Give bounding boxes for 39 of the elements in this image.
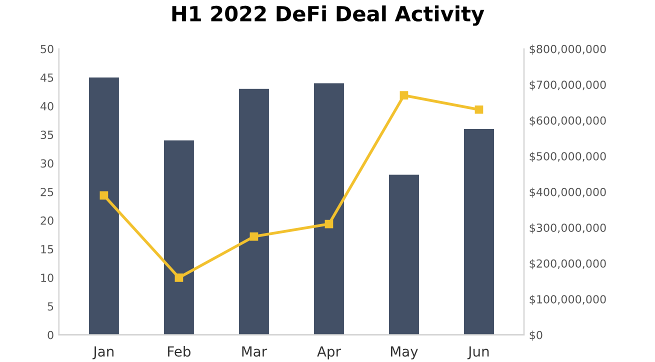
point (324, 220, 334, 228)
y-tick-label: 45 (40, 74, 54, 82)
y-tick-label: 25 (40, 188, 54, 196)
bar (164, 140, 194, 335)
x-tick-label: Jun (467, 346, 489, 360)
bar (388, 174, 419, 335)
y-tick-label: 50 (40, 44, 54, 54)
x-tick-label: May (390, 346, 418, 360)
y-tick-label: 20 (40, 216, 54, 225)
y-tick-label: 5 (48, 302, 54, 311)
point (400, 91, 408, 100)
y2-tick-label: $700,000,000 (530, 80, 606, 90)
y-tick-label: 10 (41, 274, 54, 282)
point (474, 105, 484, 114)
y-tick-label: 35 (40, 130, 54, 140)
x-tick-label: Feb (168, 346, 190, 357)
y-tick-label: 40 (40, 102, 54, 110)
point (174, 273, 184, 282)
y2-tick-label: $300,000,000 (530, 223, 606, 234)
y-tick-label: 0 (48, 330, 54, 340)
y2-tick-label: $800,000,000 (530, 44, 606, 55)
y-tick-label: 15 (41, 245, 54, 254)
y2-tick-label: $600,000,000 (530, 116, 606, 126)
bar (314, 83, 344, 335)
point (100, 191, 108, 200)
y-tick-label: 30 (40, 159, 54, 168)
y2-tick-label: $400,000,000 (530, 188, 606, 198)
x-tick-label: Jan (92, 346, 114, 360)
bar (464, 128, 494, 335)
bar (238, 88, 269, 335)
point (250, 232, 258, 241)
y2-tick-label: $200,000,000 (530, 259, 606, 270)
chart-title: H1 2022 DeFi Deal Activity (172, 5, 484, 26)
y2-tick-label: $100,000,000 (530, 294, 606, 305)
x-tick-label: Mar (242, 346, 268, 357)
x-tick-label: Apr (317, 346, 341, 360)
y2-tick-label: $500,000,000 (530, 152, 606, 162)
bar (88, 77, 119, 335)
y2-tick-label: $0 (530, 330, 542, 341)
